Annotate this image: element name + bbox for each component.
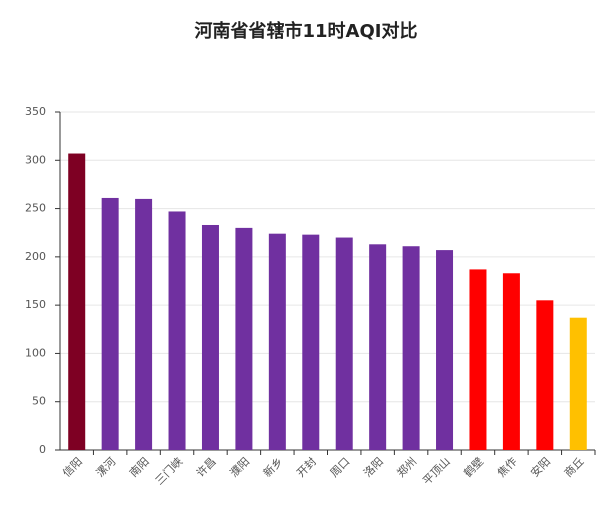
x-tick-label: 焦作 xyxy=(495,455,520,480)
y-tick-label: 350 xyxy=(25,105,46,118)
bar xyxy=(235,227,253,450)
bar xyxy=(302,234,320,450)
y-tick-label: 250 xyxy=(25,202,46,215)
y-tick-label: 100 xyxy=(25,346,46,359)
bar xyxy=(369,244,387,450)
bar xyxy=(436,250,454,450)
x-tick-label: 信阳 xyxy=(60,455,85,480)
x-tick-label: 鹤壁 xyxy=(461,454,486,479)
x-tick-label: 漯河 xyxy=(94,455,119,480)
x-tick-label: 南阳 xyxy=(127,455,152,480)
x-tick-label: 安阳 xyxy=(528,454,553,479)
bar xyxy=(469,269,487,450)
bar xyxy=(101,197,119,450)
bar xyxy=(569,317,587,450)
x-tick-label: 濮阳 xyxy=(227,454,252,479)
chart-title: 河南省省辖市11时AQI对比 xyxy=(195,20,418,42)
bar xyxy=(402,246,420,450)
y-tick-label: 0 xyxy=(39,443,46,456)
x-tick-label: 开封 xyxy=(294,454,319,479)
bar xyxy=(168,211,186,450)
y-tick-label: 150 xyxy=(25,298,46,311)
bar xyxy=(536,300,554,450)
x-tick-label: 新乡 xyxy=(260,454,285,479)
x-tick-label: 郑州 xyxy=(394,454,419,479)
bar xyxy=(68,153,86,451)
x-tick-label: 周口 xyxy=(328,455,353,480)
bar xyxy=(502,273,520,450)
x-tick-label: 三门峡 xyxy=(152,454,185,487)
x-tick-label: 平顶山 xyxy=(420,455,453,488)
bar xyxy=(135,198,153,450)
x-tick-label: 洛阳 xyxy=(360,454,385,479)
bar xyxy=(268,233,286,450)
y-tick-label: 300 xyxy=(25,153,46,166)
bar xyxy=(335,237,353,450)
x-tick-label: 许昌 xyxy=(194,455,219,480)
y-tick-label: 50 xyxy=(32,395,46,408)
x-tick-label: 商丘 xyxy=(561,454,586,479)
bar xyxy=(201,224,219,450)
y-tick-label: 200 xyxy=(25,250,46,263)
